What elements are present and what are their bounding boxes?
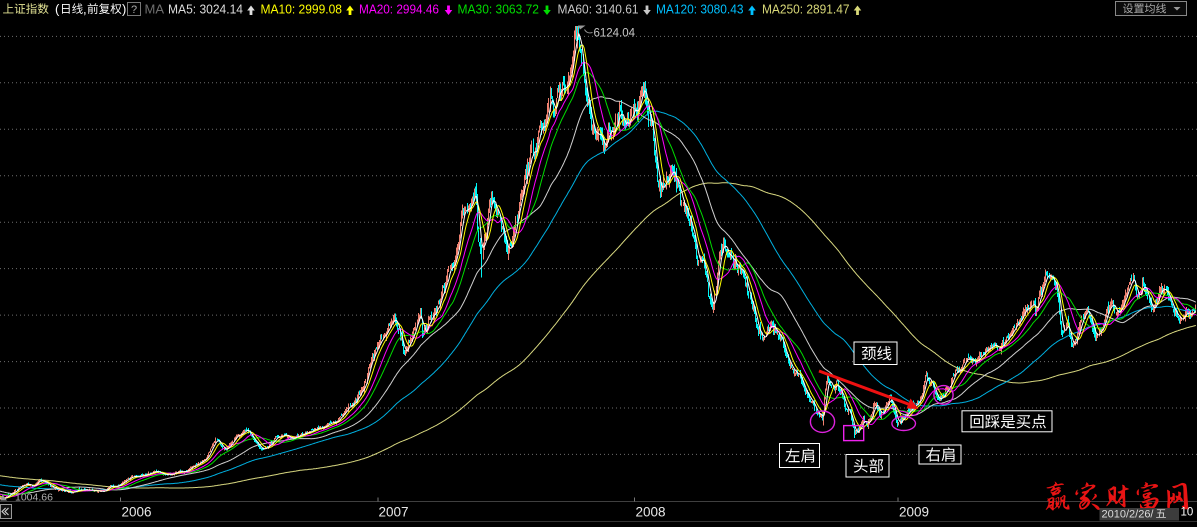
- svg-text:(: (: [55, 2, 60, 17]
- svg-text:,: ,: [83, 2, 87, 17]
- svg-text:2008: 2008: [636, 505, 666, 520]
- svg-text:MA: MA: [145, 2, 165, 17]
- svg-text:MA120: 3080.43: MA120: 3080.43: [656, 2, 744, 17]
- svg-text:2006: 2006: [122, 505, 152, 520]
- svg-text:6124.04: 6124.04: [594, 28, 636, 40]
- svg-text:MA5: 3024.14: MA5: 3024.14: [168, 2, 243, 17]
- svg-text:MA20: 2994.46: MA20: 2994.46: [359, 2, 439, 17]
- svg-text:): ): [122, 2, 126, 17]
- svg-text:2010/2/26/: 2010/2/26/: [1102, 509, 1155, 521]
- svg-text:2009: 2009: [899, 505, 929, 520]
- svg-text:10: 10: [1181, 507, 1194, 519]
- svg-text:MA60: 3140.61: MA60: 3140.61: [558, 2, 639, 17]
- svg-text:1004.66: 1004.66: [15, 492, 53, 504]
- svg-text:MA10: 2999.08: MA10: 2999.08: [261, 2, 343, 17]
- svg-text:2007: 2007: [379, 505, 409, 520]
- svg-text:MA250: 2891.47: MA250: 2891.47: [762, 2, 850, 17]
- svg-text:MA30: 3063.72: MA30: 3063.72: [458, 2, 540, 17]
- svg-text:?: ?: [131, 4, 137, 16]
